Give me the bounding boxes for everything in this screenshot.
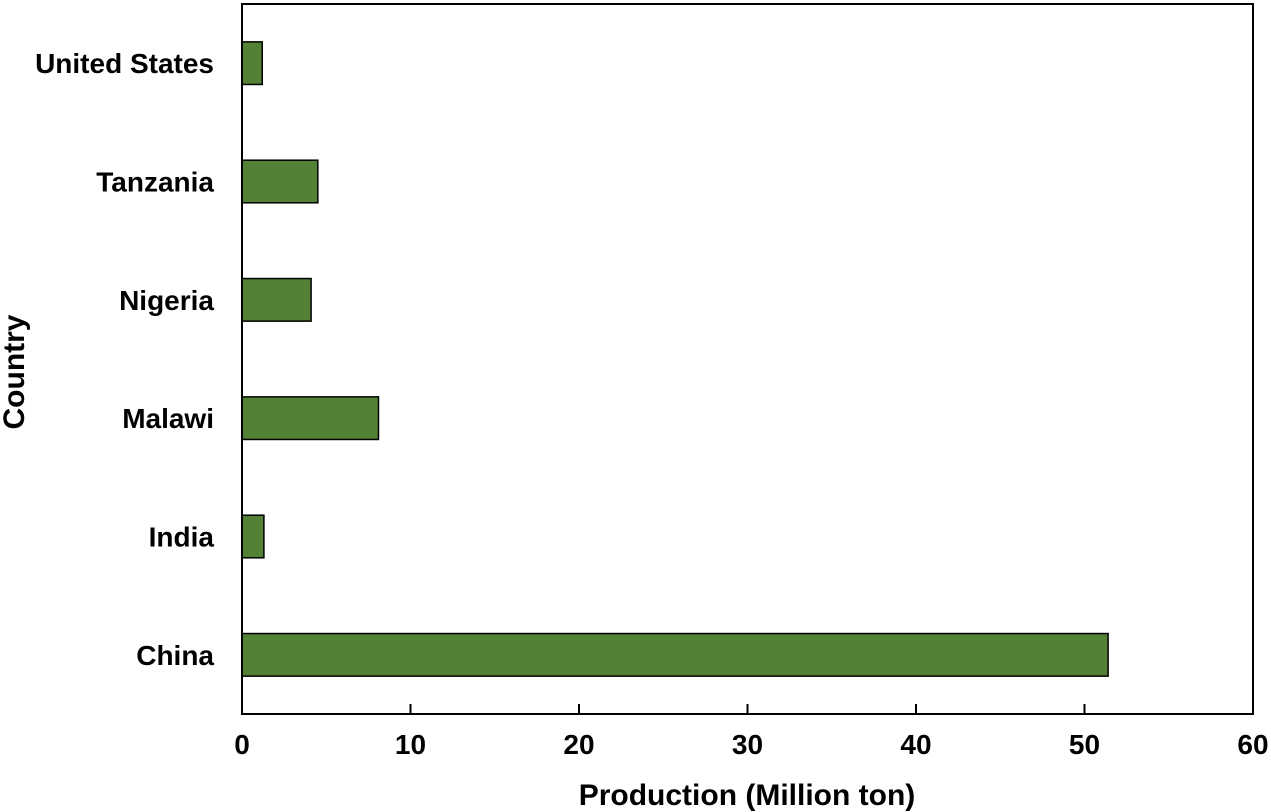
x-tick-label: 50 xyxy=(1069,729,1100,760)
x-axis-title: Production (Million ton) xyxy=(579,779,916,812)
y-tick-label: Malawi xyxy=(122,403,214,434)
y-axis-labels: United States Tanzania Nigeria Malawi India C… xyxy=(35,48,214,671)
plot-frame xyxy=(241,3,1254,715)
y-axis-title: Country xyxy=(0,314,31,429)
bar-india xyxy=(241,514,265,559)
bars-group xyxy=(241,41,1109,677)
y-tick-label: India xyxy=(149,522,215,553)
bar-united-states xyxy=(241,41,263,86)
x-tick-label: 30 xyxy=(732,729,763,760)
x-tick-label: 20 xyxy=(563,729,594,760)
bar-nigeria xyxy=(241,277,312,322)
x-tick-label: 10 xyxy=(395,729,426,760)
bar-malawi xyxy=(241,396,380,441)
x-tick-label: 0 xyxy=(234,729,250,760)
bar-tanzania xyxy=(241,159,319,204)
y-tick-label: China xyxy=(136,640,214,671)
x-axis-ticks: 0 10 20 30 40 50 60 xyxy=(234,704,1269,760)
x-tick-label: 60 xyxy=(1237,729,1268,760)
y-tick-label: United States xyxy=(35,48,214,79)
bar-china xyxy=(241,632,1109,677)
x-tick-label: 40 xyxy=(900,729,931,760)
y-tick-label: Nigeria xyxy=(119,285,214,316)
y-tick-label: Tanzania xyxy=(96,167,214,198)
